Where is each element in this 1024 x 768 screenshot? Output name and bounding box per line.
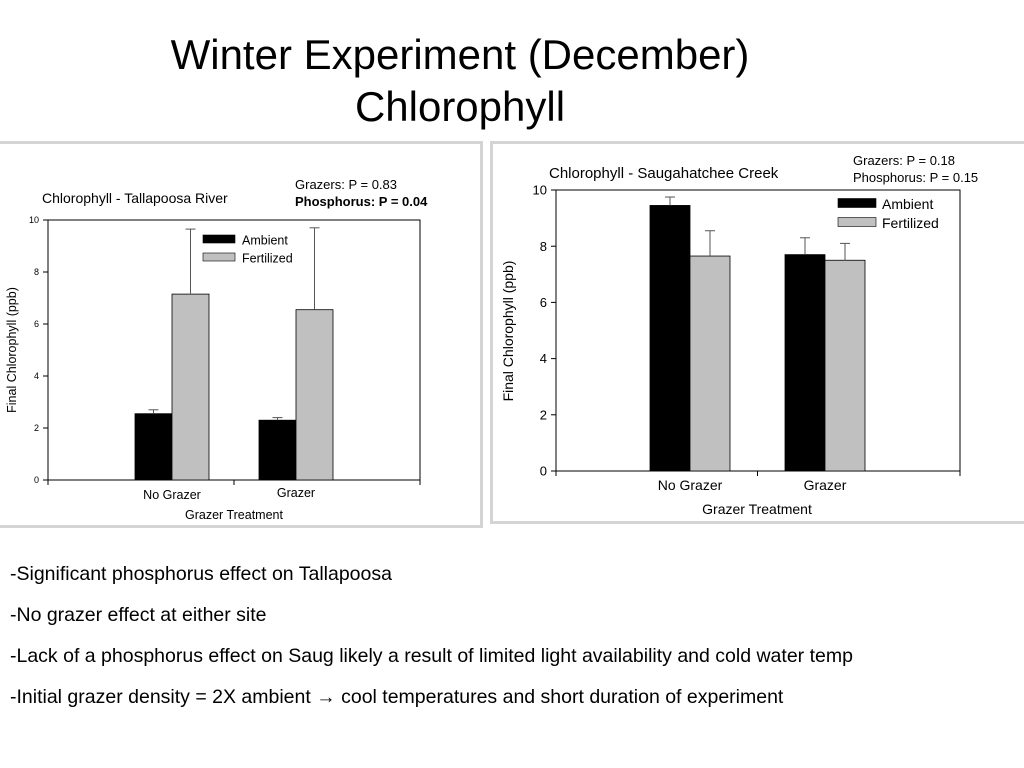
plot-frame — [555, 189, 961, 472]
bar-ambient-grazer — [258, 419, 297, 481]
chart-title: Chlorophyll - Tallapoosa River — [42, 190, 228, 206]
legend-swatch-ambient — [202, 234, 236, 244]
y-tick-label: 6 — [34, 319, 39, 329]
stat-phosphorus-tallapoosa: Phosphorus: P = 0.04 — [295, 194, 428, 209]
x-tick-label: Grazer — [277, 486, 315, 500]
x-tick-label: No Grazer — [658, 477, 723, 493]
stat-grazers-tallapoosa: Grazers: P = 0.83 — [295, 177, 398, 192]
y-axis-label: Final Chlorophyll (ppb) — [5, 287, 19, 413]
y-tick-label: 8 — [540, 239, 547, 254]
bullet-item: -Initial grazer density = 2X ambient → c… — [10, 686, 784, 708]
y-tick-label: 10 — [29, 215, 39, 225]
chart-panel-saugahatchee — [490, 141, 1024, 524]
y-tick-label: 10 — [533, 183, 547, 198]
x-axis-label: Grazer Treatment — [702, 501, 812, 517]
x-tick-label: No Grazer — [143, 488, 201, 502]
x-tick-label: Grazer — [804, 477, 847, 493]
y-tick-label: 2 — [34, 423, 39, 433]
legend-swatch-fertilized — [837, 217, 877, 227]
y-tick-label: 4 — [34, 371, 39, 381]
bullet-list: -Significant phosphorus effect on Tallap… — [10, 563, 1020, 727]
legend-label: Ambient — [882, 196, 933, 212]
y-tick-label: 4 — [540, 351, 547, 366]
chart-panel-tallapoosa — [0, 141, 483, 528]
legend-label: Fertilized — [242, 251, 293, 265]
y-tick-label: 2 — [540, 407, 547, 422]
legend-swatch-fertilized — [202, 252, 236, 262]
y-tick-label: 6 — [540, 295, 547, 310]
chart-title: Chlorophyll - Saugahatchee Creek — [549, 165, 779, 182]
bar-fertilized-no-grazer — [689, 255, 731, 472]
bullet-item: -No grazer effect at either site — [10, 604, 267, 626]
x-axis-label: Grazer Treatment — [185, 508, 283, 522]
y-tick-label: 0 — [34, 475, 39, 485]
slide-subtitle: Chlorophyll — [354, 83, 566, 130]
bullet-item: -Significant phosphorus effect on Tallap… — [10, 563, 392, 585]
bullet-item: -Lack of a phosphorus effect on Saug lik… — [10, 645, 853, 667]
bar-ambient-no-grazer — [649, 205, 691, 472]
y-tick-label: 8 — [34, 267, 39, 277]
bar-ambient-grazer — [784, 254, 826, 472]
stat-phosphorus-saugahatchee: Phosphorus: P = 0.15 — [853, 170, 979, 185]
bar-fertilized-grazer — [295, 309, 334, 481]
slide-title: Winter Experiment (December) — [170, 31, 750, 78]
legend-label: Fertilized — [882, 215, 939, 231]
y-tick-label: 0 — [540, 464, 547, 479]
legend-swatch-ambient — [837, 198, 877, 208]
bar-ambient-no-grazer — [134, 413, 173, 481]
y-axis-label: Final Chlorophyll (ppb) — [500, 261, 516, 402]
bar-fertilized-grazer — [824, 259, 866, 472]
bar-fertilized-no-grazer — [171, 293, 210, 481]
stat-grazers-saugahatchee: Grazers: P = 0.18 — [853, 153, 956, 168]
legend-label: Ambient — [242, 233, 288, 247]
